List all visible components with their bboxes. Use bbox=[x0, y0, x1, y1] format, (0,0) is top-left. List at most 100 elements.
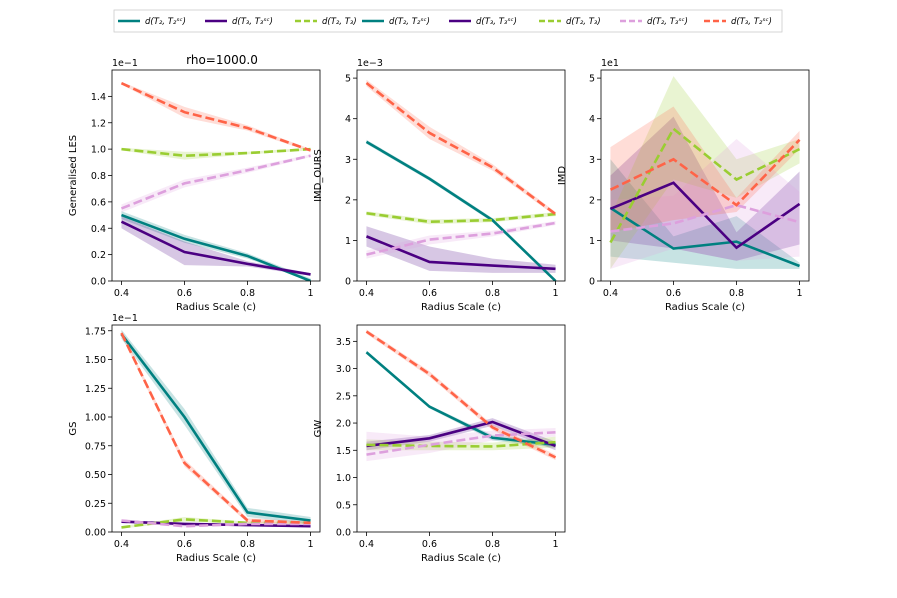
legend-item: d(T₃, T₃ˢᶜ) bbox=[205, 17, 273, 27]
x-tick-label: 0.4 bbox=[114, 288, 129, 299]
y-tick-label: 2 bbox=[589, 195, 595, 206]
axes-frame bbox=[356, 69, 566, 282]
legend-label: d(T₂, T₃ˢᶜ) bbox=[647, 17, 688, 27]
axis-offset-label: 1e1 bbox=[601, 58, 619, 69]
y-tick-label: 5 bbox=[589, 74, 595, 85]
y-tick-label: 0.0 bbox=[336, 528, 351, 539]
x-tick-label: 0.4 bbox=[603, 288, 618, 299]
y-tick-label: 0.6 bbox=[91, 197, 106, 208]
series-line-d(T2,T3sc) bbox=[121, 519, 311, 528]
legend-box bbox=[113, 9, 783, 33]
axes-5: 0.4 0.6 0.8 1 0.0 0.5 1.0 1.5 2.0 2.5 3.0 3.5 Radius… bbox=[313, 324, 566, 564]
legend-label: d(T₂, T₂ˢᶜ) bbox=[389, 17, 430, 27]
plot-area bbox=[609, 76, 801, 269]
axis-offset-label: 1e−1 bbox=[112, 58, 138, 69]
legend-item: d(T₂, T₃) bbox=[539, 17, 601, 27]
x-tick-label: 0.6 bbox=[422, 539, 437, 550]
y-tick-label: 1.5 bbox=[336, 446, 351, 457]
legend-label: d(T₃, T₃ˢᶜ) bbox=[476, 17, 517, 27]
series-line-d(T2,T3sc) bbox=[366, 221, 556, 256]
x-axis-label: Radius Scale (c) bbox=[421, 302, 501, 313]
y-tick-label: 0 bbox=[589, 277, 595, 288]
legend-item: d(T₃, T₂ˢᶜ) bbox=[704, 17, 772, 27]
y-tick-label: 1.2 bbox=[91, 118, 106, 129]
x-tick-label: 1 bbox=[553, 288, 559, 299]
y-tick-label: 4 bbox=[345, 114, 351, 125]
y-tick-label: 1.0 bbox=[91, 145, 106, 156]
series-line-d(T2,T3) bbox=[609, 126, 801, 244]
y-tick-label: 2 bbox=[345, 195, 351, 206]
series-line-d(T3,T2sc) bbox=[609, 138, 801, 207]
y-tick-label: 0 bbox=[345, 277, 351, 288]
legend-label: d(T₂, T₃) bbox=[566, 17, 601, 27]
legend-item: d(T₂, T₃ˢᶜ) bbox=[620, 17, 688, 27]
x-tick-label: 0.6 bbox=[177, 288, 192, 299]
y-tick-label: 1.00 bbox=[85, 413, 106, 424]
series-line-d(T3,T3sc) bbox=[120, 220, 311, 276]
confidence-band-d(T3,T2sc) bbox=[610, 106, 800, 233]
axis-offset-label: 1e−1 bbox=[112, 313, 138, 324]
x-tick-label: 1 bbox=[553, 539, 559, 550]
y-axis-label: IMD bbox=[557, 166, 568, 186]
y-axis-label: Generalised LES bbox=[68, 135, 79, 216]
x-tick-label: 1 bbox=[797, 288, 803, 299]
series-line-d(T2,T3sc) bbox=[610, 203, 800, 233]
confidence-band-d(T2,T2sc) bbox=[610, 159, 800, 269]
confidence-band-d(T2,T3sc) bbox=[121, 154, 311, 213]
axes-1: 0.4 0.6 0.8 1 0.0 0.2 0.4 0.6 0.8 1.0 1.2 1.4 1e−1 Ra… bbox=[68, 58, 321, 313]
y-axis-label: GS bbox=[68, 421, 79, 435]
legend-item: d(T₂, T₂ˢᶜ) bbox=[362, 17, 430, 27]
plot-area bbox=[120, 329, 311, 529]
x-tick-label: 0.8 bbox=[240, 288, 255, 299]
confidence-band-d(T2,T3) bbox=[610, 76, 800, 269]
x-tick-label: 0.8 bbox=[240, 539, 255, 550]
series-line-d(T3,T2sc) bbox=[365, 330, 557, 459]
y-tick-label: 1 bbox=[345, 236, 351, 247]
legend-item: d(T₂, T₃) bbox=[295, 17, 357, 27]
y-tick-label: 5 bbox=[345, 74, 351, 85]
y-axis-label: GW bbox=[313, 420, 324, 438]
y-tick-label: 0.25 bbox=[85, 499, 106, 510]
series-line-d(T2,T3sc) bbox=[366, 431, 556, 456]
y-tick-label: 1.4 bbox=[91, 92, 106, 103]
x-tick-label: 0.4 bbox=[359, 539, 374, 550]
axes-frame bbox=[111, 324, 321, 533]
y-axis-label: IMD_OURS bbox=[313, 149, 324, 202]
axes-4: 0.4 0.6 0.8 1 0.00 0.25 0.50 0.75 1.00 1.25 1.50 1.… bbox=[68, 313, 321, 564]
y-tick-label: 3.5 bbox=[336, 337, 351, 348]
series-line-d(T2,T2sc) bbox=[120, 333, 311, 522]
confidence-band-d(T2,T3) bbox=[121, 517, 311, 529]
y-tick-label: 2.0 bbox=[336, 419, 351, 430]
confidence-band-d(T3,T3sc) bbox=[366, 226, 556, 273]
y-tick-label: 0.4 bbox=[91, 224, 106, 235]
legend-label: d(T₂, T₃) bbox=[322, 17, 357, 27]
series-line-d(T2,T2sc) bbox=[365, 351, 556, 447]
confidence-band-d(T2,T2sc) bbox=[121, 329, 311, 524]
legend-item: d(T₂, T₂ˢᶜ) bbox=[118, 17, 186, 27]
x-tick-label: 1 bbox=[308, 539, 314, 550]
confidence-band-d(T3,T3sc) bbox=[121, 216, 311, 276]
y-tick-label: 1.0 bbox=[336, 473, 351, 484]
x-tick-label: 0.8 bbox=[729, 288, 744, 299]
series-line-d(T2,T3sc) bbox=[120, 154, 311, 210]
y-tick-label: 0.5 bbox=[336, 500, 351, 511]
legend-label: d(T₃, T₂ˢᶜ) bbox=[731, 17, 772, 27]
plot-area bbox=[120, 81, 312, 281]
series-line-d(T3,T3sc) bbox=[365, 235, 556, 271]
x-axis-label: Radius Scale (c) bbox=[421, 553, 501, 564]
y-tick-label: 1 bbox=[589, 236, 595, 247]
axes-2: 0.4 0.6 0.8 1 0 1 2 3 4 5 1e−3 Radius Scale (c) IMD_… bbox=[313, 58, 566, 313]
legend-item: d(T₃, T₃ˢᶜ) bbox=[449, 17, 517, 27]
y-tick-label: 4 bbox=[589, 114, 595, 125]
x-axis-label: Radius Scale (c) bbox=[176, 553, 256, 564]
y-tick-label: 3 bbox=[345, 155, 351, 166]
y-tick-label: 1.50 bbox=[85, 355, 106, 366]
x-tick-label: 0.6 bbox=[666, 288, 681, 299]
y-tick-label: 0.0 bbox=[91, 277, 106, 288]
legend: d(T₂, T₂ˢᶜ) d(T₃, T₃ˢᶜ) d(T₂, T₃) d(T₂, T₂ˢ… bbox=[113, 9, 783, 33]
x-tick-label: 0.6 bbox=[422, 288, 437, 299]
series-line-d(T3,T2sc) bbox=[365, 81, 557, 216]
confidence-band-d(T3,T3sc) bbox=[366, 418, 556, 451]
y-tick-label: 1.25 bbox=[85, 384, 106, 395]
